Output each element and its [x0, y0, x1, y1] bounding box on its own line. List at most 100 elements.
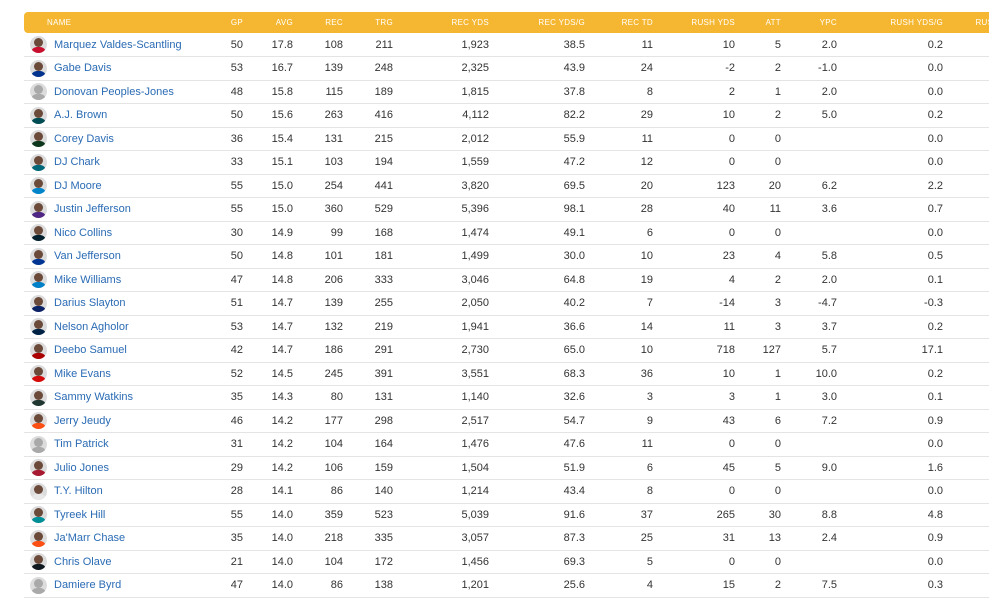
player-name-wrap: T.Y. Hilton — [30, 482, 195, 500]
col-header-avg[interactable]: AVG — [275, 18, 293, 27]
table-row: Ja'Marr Chase 35 14.0 218 335 3,057 87.3 25 31 13… — [24, 526, 989, 551]
player-avatar-icon — [30, 529, 47, 547]
cell-player: Van Jefferson — [24, 244, 199, 269]
avatar-head-shape — [34, 437, 43, 447]
cell-ypc: 2.0 — [785, 268, 841, 292]
table-row: Darius Slayton 51 14.7 139 255 2,050 40.2 7 -14 3… — [24, 291, 989, 316]
cell-trg: 298 — [347, 409, 397, 433]
player-name-link[interactable]: Sammy Watkins — [54, 391, 134, 404]
col-header-gp[interactable]: GP — [230, 18, 243, 27]
player-name-link[interactable]: Nico Collins — [54, 226, 113, 239]
col-header-att[interactable]: ATT — [765, 18, 781, 27]
cell-rec-yds-g: 54.7 — [493, 409, 589, 433]
player-name-link[interactable]: T.Y. Hilton — [54, 485, 103, 498]
cell-ypc: 3.6 — [785, 197, 841, 222]
cell-rush-td: 0 — [947, 33, 989, 57]
player-name-link[interactable]: Darius Slayton — [54, 297, 126, 310]
player-name-link[interactable]: Justin Jefferson — [54, 203, 131, 216]
player-name-link[interactable]: DJ Chark — [54, 156, 100, 169]
col-header-rec-td[interactable]: REC TD — [621, 18, 653, 27]
player-name-link[interactable]: Van Jefferson — [54, 250, 121, 263]
cell-rec-yds-g: 32.6 — [493, 385, 589, 410]
cell-avg: 16.7 — [247, 56, 297, 81]
avatar-head-shape — [34, 179, 43, 189]
player-name-link[interactable]: Corey Davis — [54, 132, 114, 145]
cell-trg: 391 — [347, 362, 397, 386]
player-name-wrap: Jerry Jeudy — [30, 412, 195, 430]
cell-rush-yds: 0 — [657, 127, 739, 151]
avatar-jersey-shape — [31, 282, 46, 289]
cell-rush-yds: -2 — [657, 56, 739, 81]
cell-rush-td: 0 — [947, 291, 989, 316]
cell-rush-td: 3 — [947, 503, 989, 527]
avatar-jersey-shape — [31, 164, 46, 171]
avatar-jersey-shape — [31, 493, 46, 500]
stats-table: NAME GP AVG REC TRG REC YDS REC YDS/G RE… — [24, 12, 989, 598]
player-avatar-icon — [30, 247, 47, 265]
col-header-rush-yds-g[interactable]: RUSH YDS/G — [890, 18, 943, 27]
cell-trg: 138 — [347, 573, 397, 598]
cell-rush-yds-g: 0.2 — [841, 103, 947, 128]
player-name-link[interactable]: Jerry Jeudy — [54, 414, 111, 427]
cell-avg: 17.8 — [247, 33, 297, 57]
player-name-link[interactable]: A.J. Brown — [54, 109, 108, 122]
col-header-ypc[interactable]: YPC — [819, 18, 837, 27]
cell-rec-yds: 1,559 — [397, 150, 493, 175]
cell-rush-yds: 23 — [657, 244, 739, 269]
col-header-rush-yds[interactable]: RUSH YDS — [691, 18, 735, 27]
col-header-trg[interactable]: TRG — [375, 18, 393, 27]
table-row: Donovan Peoples-Jones 48 15.8 115 189 1,815 37… — [24, 80, 989, 104]
cell-rush-yds-g: 0.0 — [841, 221, 947, 245]
col-header-name[interactable]: NAME — [47, 18, 72, 27]
cell-gp: 55 — [199, 174, 247, 198]
cell-rec-yds-g: 65.0 — [493, 338, 589, 363]
player-name-link[interactable]: Damiere Byrd — [54, 579, 122, 592]
col-header-rec[interactable]: REC — [325, 18, 343, 27]
cell-ypc — [785, 150, 841, 175]
player-name-link[interactable]: DJ Moore — [54, 179, 102, 192]
cell-trg: 335 — [347, 526, 397, 551]
player-name-link[interactable]: Donovan Peoples-Jones — [54, 85, 174, 98]
cell-rush-yds: 0 — [657, 221, 739, 245]
cell-ypc: 10.0 — [785, 362, 841, 386]
cell-rec-yds-g: 82.2 — [493, 103, 589, 128]
cell-gp: 50 — [199, 33, 247, 57]
player-name-link[interactable]: Mike Williams — [54, 273, 122, 286]
player-name-link[interactable]: Chris Olave — [54, 555, 112, 568]
player-name-link[interactable]: Mike Evans — [54, 367, 111, 380]
cell-rec-td: 10 — [589, 244, 657, 269]
cell-ypc: -4.7 — [785, 291, 841, 316]
cell-ypc: 5.0 — [785, 103, 841, 128]
col-header-rush-td[interactable]: RUSH TD — [975, 18, 989, 27]
cell-rec-td: 36 — [589, 362, 657, 386]
player-name-link[interactable]: Nelson Agholor — [54, 320, 129, 333]
table-row: Mike Williams 47 14.8 206 333 3,046 64.8 19 4 2 2.… — [24, 268, 989, 292]
col-header-rec-yds-g[interactable]: REC YDS/G — [538, 18, 585, 27]
cell-ypc — [785, 221, 841, 245]
cell-rush-yds: 45 — [657, 456, 739, 480]
player-name-link[interactable]: Gabe Davis — [54, 62, 112, 75]
player-name-link[interactable]: Marquez Valdes-Scantling — [54, 38, 182, 51]
cell-trg: 131 — [347, 385, 397, 410]
cell-att: 20 — [739, 174, 785, 198]
col-header-rec-yds[interactable]: REC YDS — [451, 18, 489, 27]
player-name-link[interactable]: Tyreek Hill — [54, 508, 106, 521]
cell-avg: 15.6 — [247, 103, 297, 128]
cell-rush-td: 0 — [947, 385, 989, 410]
cell-rec-yds: 2,517 — [397, 409, 493, 433]
player-avatar-icon — [30, 200, 47, 218]
cell-gp: 46 — [199, 409, 247, 433]
cell-rec: 101 — [297, 244, 347, 269]
cell-rush-yds-g: 0.7 — [841, 197, 947, 222]
cell-rec-yds: 5,396 — [397, 197, 493, 222]
player-name-link[interactable]: Ja'Marr Chase — [54, 532, 126, 545]
cell-rush-yds-g: 0.0 — [841, 550, 947, 574]
player-avatar-icon — [30, 294, 47, 312]
avatar-head-shape — [34, 226, 43, 236]
player-name-link[interactable]: Deebo Samuel — [54, 344, 127, 357]
player-name-link[interactable]: Tim Patrick — [54, 438, 109, 451]
player-name-link[interactable]: Julio Jones — [54, 461, 110, 474]
cell-avg: 14.7 — [247, 291, 297, 316]
cell-gp: 21 — [199, 550, 247, 574]
